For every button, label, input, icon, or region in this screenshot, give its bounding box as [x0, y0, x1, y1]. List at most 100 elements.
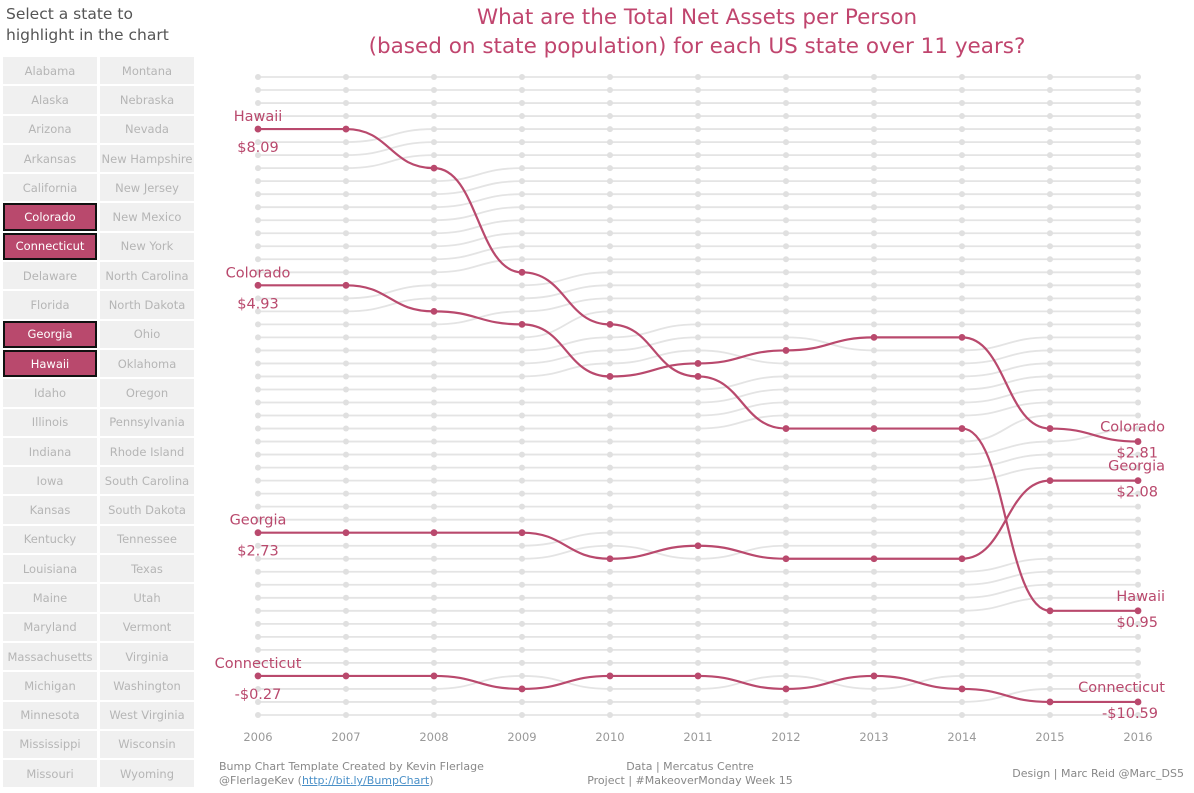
background-point	[255, 139, 261, 146]
state-button-washington[interactable]: Washington	[100, 672, 194, 700]
background-point	[959, 217, 965, 224]
state-button-california[interactable]: California	[3, 174, 97, 202]
background-point	[1047, 555, 1053, 562]
state-button-oregon[interactable]: Oregon	[100, 379, 194, 407]
state-button-kansas[interactable]: Kansas	[3, 496, 97, 524]
state-button-minnesota[interactable]: Minnesota	[3, 701, 97, 729]
state-button-north-dakota[interactable]: North Dakota	[100, 291, 194, 319]
state-button-illinois[interactable]: Illinois	[3, 408, 97, 436]
background-point	[871, 659, 877, 666]
state-button-texas[interactable]: Texas	[100, 555, 194, 583]
background-point	[783, 659, 789, 666]
state-button-maine[interactable]: Maine	[3, 584, 97, 612]
state-button-missouri[interactable]: Missouri	[3, 760, 97, 788]
background-point	[783, 646, 789, 653]
state-button-arizona[interactable]: Arizona	[3, 115, 97, 143]
background-point	[783, 126, 789, 133]
state-button-idaho[interactable]: Idaho	[3, 379, 97, 407]
background-point	[255, 113, 261, 120]
state-button-delaware[interactable]: Delaware	[3, 262, 97, 290]
background-point	[695, 529, 701, 536]
background-point	[871, 503, 877, 510]
background-point	[519, 477, 525, 484]
background-point	[519, 451, 525, 458]
state-button-nevada[interactable]: Nevada	[100, 115, 194, 143]
background-point	[431, 256, 437, 263]
start-value: $4.93	[237, 296, 279, 312]
state-button-vermont[interactable]: Vermont	[100, 613, 194, 641]
state-button-kentucky[interactable]: Kentucky	[3, 525, 97, 554]
start-value: $8.09	[237, 140, 279, 156]
state-button-south-carolina[interactable]: South Carolina	[100, 467, 194, 495]
background-point	[871, 230, 877, 237]
background-point	[959, 542, 965, 549]
background-point	[1047, 269, 1053, 276]
state-button-alaska[interactable]: Alaska	[3, 86, 97, 114]
background-point	[783, 74, 789, 80]
state-button-maryland[interactable]: Maryland	[3, 613, 97, 641]
state-button-colorado[interactable]: Colorado	[3, 203, 97, 231]
background-point	[1047, 503, 1053, 510]
end-label: Colorado	[1100, 420, 1165, 436]
background-point	[695, 204, 701, 211]
background-point	[343, 321, 349, 328]
background-point	[871, 308, 877, 315]
background-point	[783, 633, 789, 640]
state-button-north-carolina[interactable]: North Carolina	[100, 262, 194, 290]
state-button-oklahoma[interactable]: Oklahoma	[100, 349, 194, 378]
background-point	[255, 581, 261, 588]
background-point	[1135, 74, 1141, 80]
end-label: Connecticut	[1078, 680, 1165, 696]
state-button-south-dakota[interactable]: South Dakota	[100, 496, 194, 524]
series-point-colorado	[342, 281, 350, 289]
background-point	[871, 87, 877, 94]
background-point	[1047, 308, 1053, 315]
background-point	[431, 607, 437, 614]
state-button-new-hampshire[interactable]: New Hampshire	[100, 144, 194, 173]
background-point	[959, 74, 965, 80]
state-button-michigan[interactable]: Michigan	[3, 672, 97, 700]
background-point	[607, 269, 613, 276]
state-button-mississippi[interactable]: Mississippi	[3, 730, 97, 759]
background-point	[343, 334, 349, 341]
state-button-tennessee[interactable]: Tennessee	[100, 525, 194, 554]
background-point	[1135, 646, 1141, 653]
background-point	[343, 373, 349, 380]
background-point	[783, 308, 789, 315]
state-button-georgia[interactable]: Georgia	[3, 320, 97, 348]
state-button-wyoming[interactable]: Wyoming	[100, 760, 194, 788]
state-button-ohio[interactable]: Ohio	[100, 320, 194, 348]
state-button-iowa[interactable]: Iowa	[3, 467, 97, 495]
background-point	[695, 165, 701, 172]
background-point	[695, 87, 701, 94]
state-button-west-virginia[interactable]: West Virginia	[100, 701, 194, 729]
background-point	[607, 360, 613, 367]
prompt-line-2: highlight in the chart	[6, 26, 169, 44]
background-point	[255, 451, 261, 458]
state-button-connecticut[interactable]: Connecticut	[3, 232, 97, 261]
series-point-connecticut	[782, 685, 790, 693]
background-point	[255, 321, 261, 328]
background-point	[1047, 152, 1053, 159]
state-button-montana[interactable]: Montana	[100, 57, 194, 85]
sidebar-prompt: Select a state to highlight in the chart	[6, 4, 169, 46]
state-button-new-jersey[interactable]: New Jersey	[100, 174, 194, 202]
state-button-massachusetts[interactable]: Massachusetts	[3, 642, 97, 671]
state-button-utah[interactable]: Utah	[100, 584, 194, 612]
state-button-florida[interactable]: Florida	[3, 291, 97, 319]
state-button-indiana[interactable]: Indiana	[3, 437, 97, 466]
state-button-new-mexico[interactable]: New Mexico	[100, 203, 194, 231]
state-button-rhode-island[interactable]: Rhode Island	[100, 437, 194, 466]
background-point	[343, 412, 349, 419]
state-button-nebraska[interactable]: Nebraska	[100, 86, 194, 114]
state-button-alabama[interactable]: Alabama	[3, 57, 97, 85]
background-point	[431, 87, 437, 94]
state-button-virginia[interactable]: Virginia	[100, 642, 194, 671]
state-button-louisiana[interactable]: Louisiana	[3, 555, 97, 583]
state-button-pennsylvania[interactable]: Pennsylvania	[100, 408, 194, 436]
state-button-new-york[interactable]: New York	[100, 232, 194, 261]
bump-chart-link[interactable]: http://bit.ly/BumpChart	[301, 774, 430, 787]
state-button-arkansas[interactable]: Arkansas	[3, 144, 97, 173]
state-button-wisconsin[interactable]: Wisconsin	[100, 730, 194, 759]
state-button-hawaii[interactable]: Hawaii	[3, 349, 97, 378]
